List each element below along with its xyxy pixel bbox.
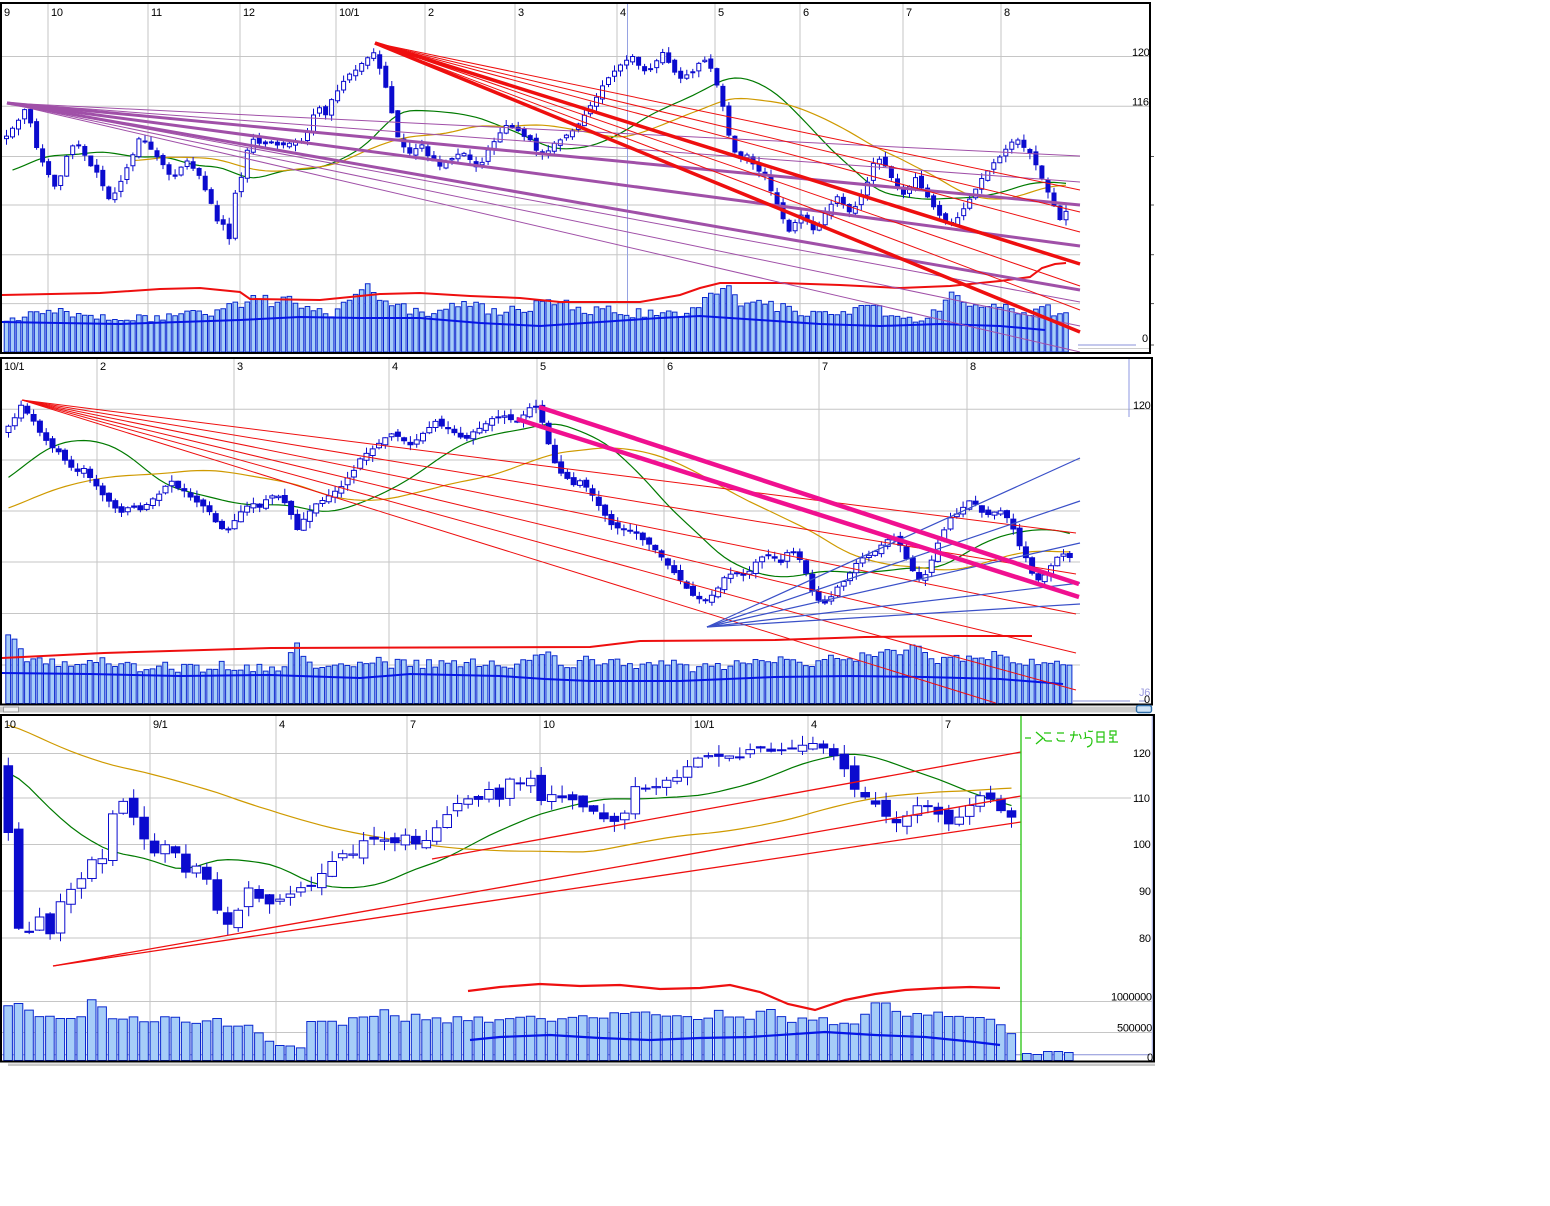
svg-text:10: 10: [543, 719, 555, 731]
svg-text:0: 0: [1147, 1052, 1153, 1064]
svg-text:10: 10: [51, 7, 63, 19]
svg-text:8: 8: [1004, 7, 1010, 19]
svg-text:80: 80: [1139, 933, 1151, 945]
svg-text:90: 90: [1139, 886, 1151, 898]
svg-text:10: 10: [4, 719, 16, 731]
svg-text:10/1: 10/1: [4, 361, 24, 373]
svg-text:4: 4: [811, 719, 817, 731]
svg-text:0: 0: [1144, 694, 1150, 706]
svg-text:7: 7: [410, 719, 416, 731]
svg-text:1000000: 1000000: [1111, 992, 1152, 1004]
svg-text:3: 3: [237, 361, 243, 373]
svg-text:3: 3: [518, 7, 524, 19]
svg-text:9: 9: [4, 7, 10, 19]
svg-text:9/1: 9/1: [153, 719, 168, 731]
svg-text:500000: 500000: [1117, 1023, 1152, 1035]
svg-text:120: 120: [1133, 748, 1151, 760]
svg-text:6: 6: [667, 361, 673, 373]
svg-text:10/1: 10/1: [694, 719, 714, 731]
svg-text:2: 2: [428, 7, 434, 19]
svg-text:2: 2: [100, 361, 106, 373]
svg-text:10/1: 10/1: [339, 7, 359, 19]
svg-text:12: 12: [243, 7, 255, 19]
svg-text:7: 7: [906, 7, 912, 19]
svg-text:120: 120: [1132, 47, 1150, 59]
svg-text:5: 5: [718, 7, 724, 19]
svg-text:J6: J6: [1139, 687, 1150, 699]
svg-text:5: 5: [540, 361, 546, 373]
svg-text:8: 8: [970, 361, 976, 373]
svg-text:110: 110: [1133, 793, 1150, 805]
svg-text:4: 4: [279, 719, 285, 731]
svg-text:4: 4: [620, 7, 626, 19]
svg-text:116: 116: [1132, 97, 1149, 109]
svg-text:120: 120: [1133, 400, 1151, 412]
svg-text:7: 7: [822, 361, 828, 373]
svg-text:100: 100: [1133, 839, 1151, 851]
svg-text:11: 11: [151, 7, 162, 19]
svg-text:4: 4: [392, 361, 398, 373]
svg-text:6: 6: [803, 7, 809, 19]
svg-text:0: 0: [1142, 333, 1148, 345]
svg-text:7: 7: [945, 719, 951, 731]
